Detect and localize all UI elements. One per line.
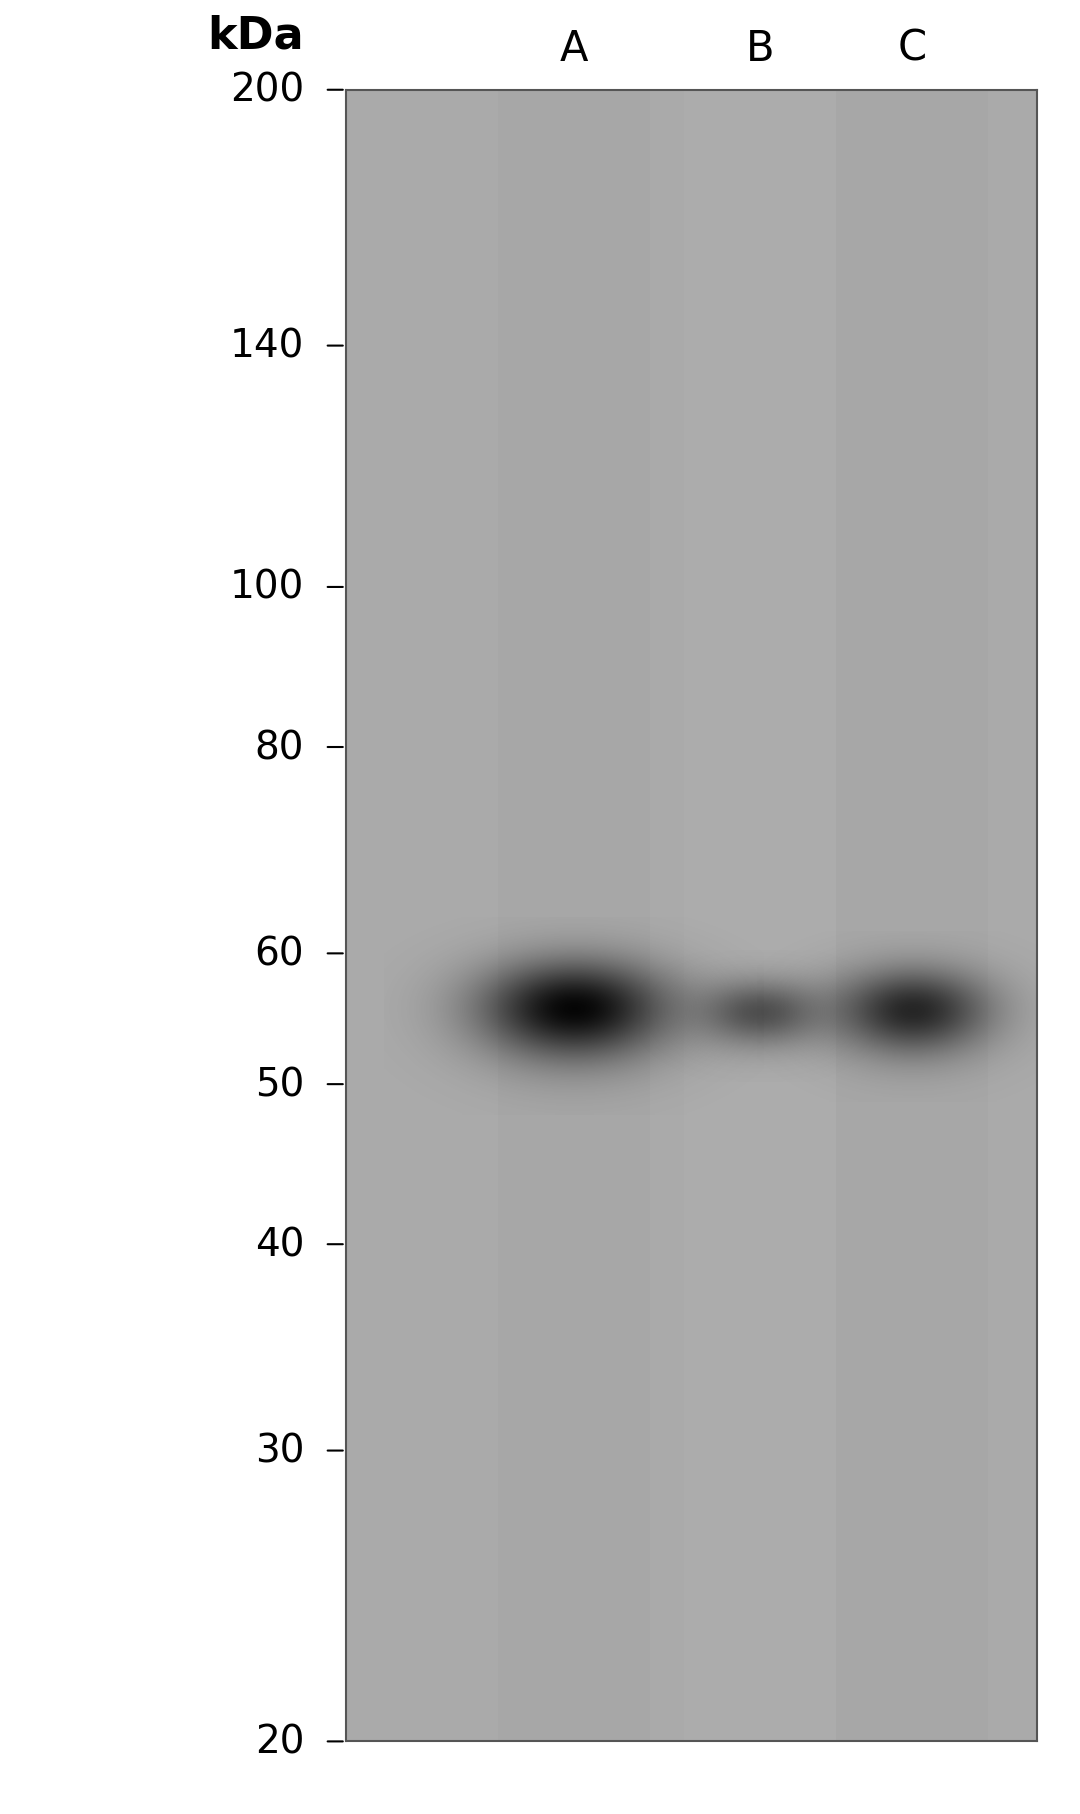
Text: 60: 60 (255, 934, 305, 972)
Text: C: C (897, 27, 927, 69)
Text: 200: 200 (230, 73, 305, 109)
Text: 50: 50 (255, 1065, 305, 1103)
FancyBboxPatch shape (836, 91, 988, 1741)
Text: kDa: kDa (207, 15, 305, 56)
Text: A: A (559, 27, 588, 69)
Text: B: B (746, 27, 774, 69)
Text: 40: 40 (255, 1226, 305, 1264)
FancyBboxPatch shape (498, 91, 650, 1741)
Text: 80: 80 (255, 729, 305, 767)
Text: 30: 30 (255, 1431, 305, 1469)
FancyBboxPatch shape (685, 91, 836, 1741)
Text: 20: 20 (255, 1723, 305, 1760)
Text: 140: 140 (230, 327, 305, 365)
Text: 100: 100 (230, 568, 305, 606)
